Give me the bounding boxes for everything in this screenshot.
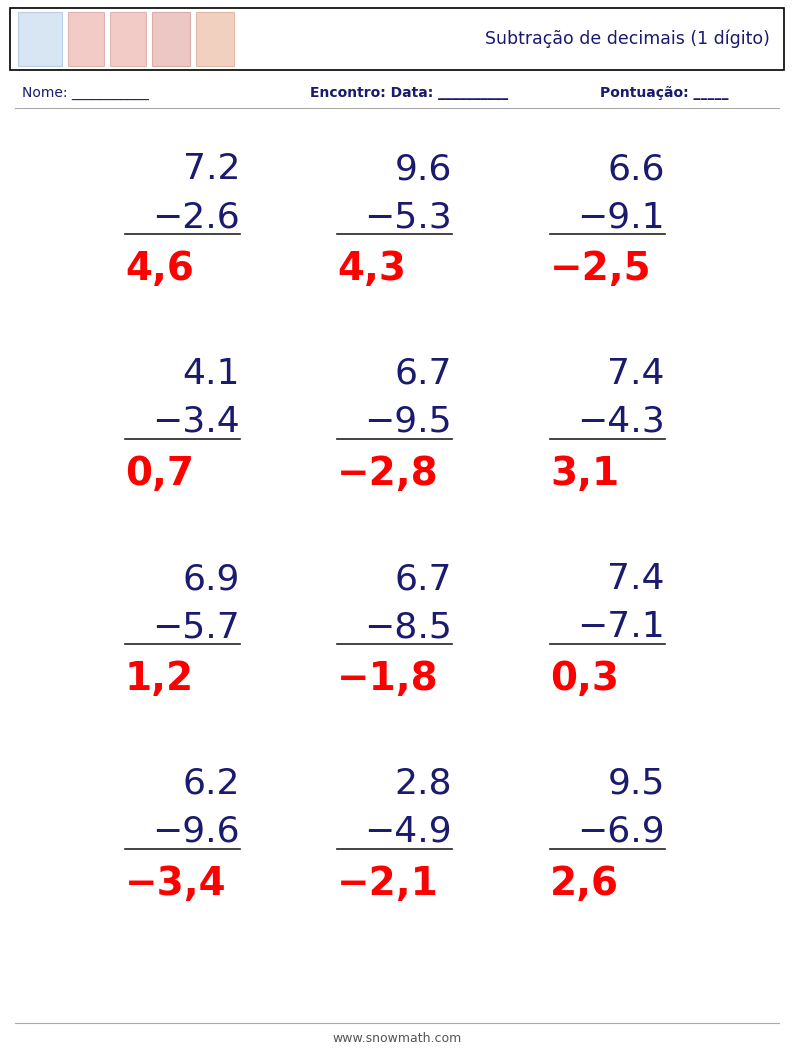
Bar [196, 12, 234, 66]
Text: 4,3: 4,3 [337, 250, 406, 289]
Text: 4.1: 4.1 [183, 357, 240, 391]
Text: 1,2: 1,2 [125, 660, 194, 698]
Text: −7.1: −7.1 [577, 610, 665, 644]
Text: 0,3: 0,3 [550, 660, 619, 698]
Text: −2,1: −2,1 [337, 865, 439, 903]
Text: −3,4: −3,4 [125, 865, 226, 903]
Text: 7.4: 7.4 [607, 562, 665, 596]
Text: −9.1: −9.1 [577, 200, 665, 234]
Text: −3.4: −3.4 [152, 405, 240, 439]
Text: −8.5: −8.5 [364, 610, 452, 644]
Bar [10, 8, 784, 69]
Text: −2.6: −2.6 [152, 200, 240, 234]
Text: 9.6: 9.6 [395, 152, 452, 186]
Text: www.snowmath.com: www.snowmath.com [333, 1032, 461, 1045]
Text: Pontuação: _____: Pontuação: _____ [600, 86, 729, 100]
Text: −5.3: −5.3 [364, 200, 452, 234]
Text: −2,5: −2,5 [550, 250, 652, 289]
Text: 2,6: 2,6 [550, 865, 619, 903]
Text: −9.6: −9.6 [152, 815, 240, 849]
Bar [18, 12, 62, 66]
Text: Nome: ___________: Nome: ___________ [22, 86, 149, 100]
Bar [68, 12, 104, 66]
Text: 6.6: 6.6 [607, 152, 665, 186]
Text: 6.7: 6.7 [395, 357, 452, 391]
Text: 9.5: 9.5 [607, 767, 665, 801]
Bar [110, 12, 146, 66]
Text: −4.9: −4.9 [364, 815, 452, 849]
Text: −2,8: −2,8 [337, 455, 438, 493]
Text: Subtração de decimais (1 dígito): Subtração de decimais (1 dígito) [485, 29, 770, 48]
Text: 6.2: 6.2 [183, 767, 240, 801]
Text: 6.7: 6.7 [395, 562, 452, 596]
Text: 4,6: 4,6 [125, 250, 194, 289]
Text: 0,7: 0,7 [125, 455, 194, 493]
Text: −6.9: −6.9 [577, 815, 665, 849]
Text: −4.3: −4.3 [577, 405, 665, 439]
Text: −9.5: −9.5 [364, 405, 452, 439]
Text: 6.9: 6.9 [183, 562, 240, 596]
Text: 2.8: 2.8 [395, 767, 452, 801]
Text: Encontro: Data: __________: Encontro: Data: __________ [310, 86, 508, 100]
Text: 7.4: 7.4 [607, 357, 665, 391]
Text: −5.7: −5.7 [152, 610, 240, 644]
Text: −1,8: −1,8 [337, 660, 438, 698]
Bar [152, 12, 190, 66]
Text: 7.2: 7.2 [183, 152, 240, 186]
Text: 3,1: 3,1 [550, 455, 619, 493]
